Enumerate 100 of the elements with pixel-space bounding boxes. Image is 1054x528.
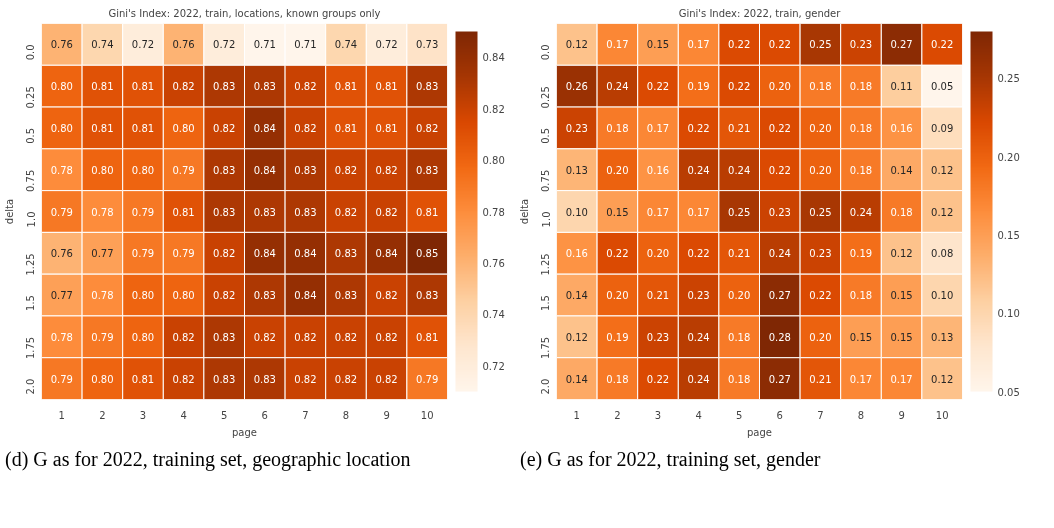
data-label: 0.80 [131, 164, 155, 176]
x-tick-label: 4 [180, 409, 187, 421]
data-label: 0.83 [253, 81, 276, 93]
data-label: 0.17 [606, 39, 629, 51]
x-tick-label: 1 [58, 409, 65, 421]
x-tick-label: 6 [776, 409, 783, 421]
data-label: 0.77 [50, 290, 73, 302]
data-label: 0.82 [375, 373, 398, 385]
chart-title: Gini's Index: 2022, train, locations, known groups only [108, 7, 381, 19]
data-label: 0.27 [768, 290, 791, 302]
data-label: 0.76 [50, 248, 73, 260]
data-label: 0.15 [849, 331, 873, 343]
data-label: 0.05 [931, 81, 954, 93]
data-label: 0.84 [375, 248, 398, 260]
y-tick-label: 0.75 [25, 169, 37, 192]
data-label: 0.74 [91, 39, 114, 51]
data-label: 0.20 [728, 290, 751, 302]
data-label: 0.18 [890, 206, 913, 218]
data-label: 0.82 [375, 206, 398, 218]
y-tick-label: 1.75 [25, 336, 37, 360]
color-bar-label: 0.76 [482, 257, 505, 269]
data-label: 0.24 [687, 331, 710, 343]
data-label: 0.82 [375, 164, 398, 176]
y-tick-label: 0.5 [540, 127, 552, 144]
data-label: 0.18 [849, 164, 873, 176]
data-label: 0.82 [334, 373, 358, 385]
y-tick-label: 1.75 [540, 336, 552, 360]
data-label: 0.80 [50, 122, 73, 134]
data-label: 0.17 [646, 206, 670, 218]
color-bar-label: 0.72 [482, 360, 505, 372]
data-label: 0.27 [890, 39, 913, 51]
data-label: 0.79 [50, 373, 73, 385]
data-label: 0.20 [768, 81, 791, 93]
data-label: 0.82 [213, 248, 236, 260]
data-label: 0.12 [931, 164, 954, 176]
data-label: 0.82 [334, 331, 358, 343]
data-label: 0.12 [565, 39, 588, 51]
data-label: 0.17 [687, 206, 710, 218]
color-bar-label: 0.80 [482, 155, 505, 167]
x-axis-title: page [232, 426, 257, 438]
data-label: 0.82 [253, 331, 276, 343]
data-label: 0.78 [50, 331, 73, 343]
y-tick-label: 1.25 [25, 253, 37, 276]
data-label: 0.81 [416, 331, 439, 343]
color-bar-label: 0.78 [482, 206, 505, 218]
data-label: 0.82 [172, 331, 195, 343]
data-label: 0.83 [416, 164, 439, 176]
data-label: 0.83 [253, 290, 276, 302]
data-label: 0.21 [728, 122, 751, 134]
data-label: 0.78 [91, 290, 114, 302]
data-label: 0.26 [565, 81, 588, 93]
y-tick-label: 1.25 [540, 253, 552, 276]
data-label: 0.82 [172, 373, 195, 385]
color-bar-label: 0.82 [482, 103, 505, 115]
y-tick-label: 1.0 [25, 211, 37, 228]
data-label: 0.84 [253, 122, 276, 134]
data-label: 0.83 [416, 290, 439, 302]
data-label: 0.18 [809, 81, 832, 93]
y-tick-label: 2.0 [25, 378, 37, 395]
data-label: 0.23 [565, 122, 588, 134]
data-label: 0.18 [849, 122, 873, 134]
data-label: 0.20 [646, 248, 670, 260]
data-label: 0.10 [931, 290, 954, 302]
data-label: 0.25 [809, 39, 832, 51]
y-tick-label: 0.5 [25, 127, 37, 144]
data-label: 0.81 [91, 122, 114, 134]
data-label: 0.23 [768, 206, 791, 218]
data-label: 0.81 [131, 373, 155, 385]
data-label: 0.84 [253, 164, 276, 176]
y-tick-label: 0.25 [25, 86, 37, 109]
data-label: 0.17 [849, 373, 873, 385]
data-label: 0.82 [294, 122, 317, 134]
data-label: 0.20 [809, 331, 832, 343]
data-label: 0.18 [849, 290, 873, 302]
data-label: 0.20 [606, 290, 629, 302]
data-label: 0.83 [213, 164, 236, 176]
data-label: 0.74 [334, 39, 358, 51]
data-label: 0.21 [646, 290, 670, 302]
data-label: 0.25 [809, 206, 832, 218]
data-label: 0.16 [890, 122, 913, 134]
y-tick-label: 0.75 [540, 169, 552, 192]
data-label: 0.23 [849, 39, 873, 51]
data-label: 0.79 [131, 248, 155, 260]
data-label: 0.11 [890, 81, 913, 93]
data-label: 0.76 [50, 39, 73, 51]
data-label: 0.71 [253, 39, 276, 51]
data-label: 0.72 [375, 39, 398, 51]
data-label: 0.83 [213, 81, 236, 93]
data-label: 0.16 [646, 164, 670, 176]
x-tick-label: 5 [736, 409, 743, 421]
data-label: 0.84 [294, 248, 317, 260]
data-label: 0.83 [334, 290, 358, 302]
color-bar-label: 0.05 [997, 386, 1020, 398]
data-label: 0.82 [375, 290, 398, 302]
data-label: 0.82 [334, 164, 358, 176]
data-label: 0.79 [416, 373, 439, 385]
data-label: 0.27 [768, 373, 791, 385]
data-label: 0.21 [809, 373, 832, 385]
data-label: 0.81 [334, 122, 358, 134]
data-label: 0.20 [809, 122, 832, 134]
